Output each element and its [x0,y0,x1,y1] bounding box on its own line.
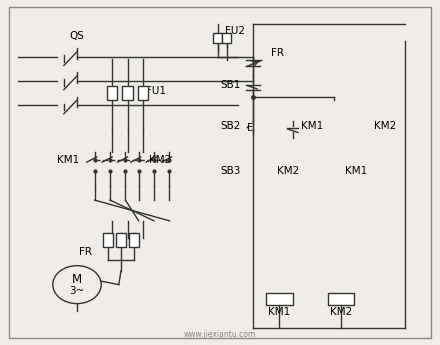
Text: KM1: KM1 [301,121,324,131]
Bar [107,86,117,100]
Text: KM2: KM2 [374,121,396,131]
Text: KM2: KM2 [330,307,352,317]
Text: KM2: KM2 [277,166,300,176]
Text: FU2: FU2 [225,26,246,36]
Text: E: E [247,123,253,132]
Text: SB2: SB2 [221,121,241,131]
Bar [222,33,231,43]
Text: FR: FR [79,247,92,257]
Bar [266,293,293,305]
Text: FR: FR [271,49,284,58]
Bar [116,233,126,247]
Bar [122,86,133,100]
Text: KM1: KM1 [268,307,290,317]
Bar [328,293,354,305]
Text: 3~: 3~ [70,286,84,296]
Text: SB1: SB1 [221,80,241,89]
Text: KM1: KM1 [57,156,79,165]
Text: SB3: SB3 [221,166,241,176]
Text: M: M [72,273,82,286]
Text: FU1: FU1 [146,87,166,96]
Bar [138,86,148,100]
Text: www.jiexiantu.com: www.jiexiantu.com [184,330,256,339]
Bar [129,233,139,247]
Bar [213,33,222,43]
Text: KM2: KM2 [150,156,172,165]
Text: KM1: KM1 [345,166,368,176]
Bar [103,233,113,247]
Text: QS: QS [70,31,84,41]
